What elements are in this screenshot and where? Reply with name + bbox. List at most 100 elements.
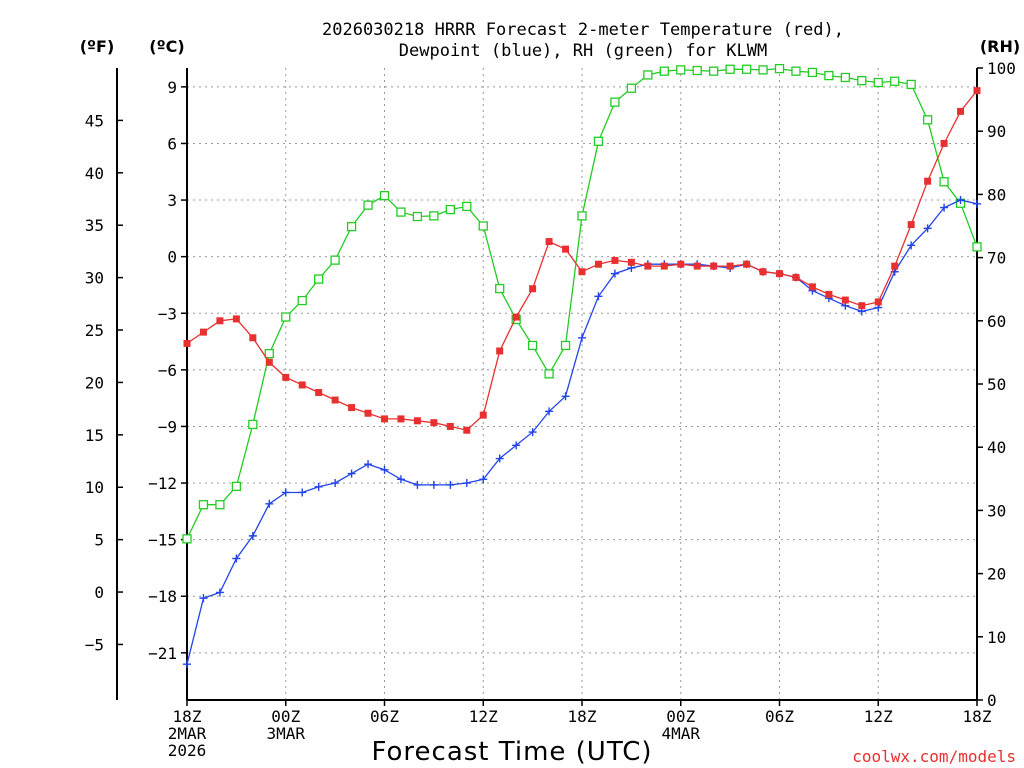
temperature-point: [924, 177, 932, 185]
rh-tick-label: 10: [987, 628, 1006, 647]
f-tick-label: 45: [85, 111, 104, 130]
c-tick-label: 0: [167, 248, 177, 267]
rh-point: [873, 77, 883, 88]
rh-point: [709, 66, 719, 76]
rh-point: [544, 369, 554, 379]
rh-point: [659, 66, 669, 76]
temperature-point: [397, 415, 405, 423]
dewpoint-point: [314, 482, 323, 491]
dewpoint-point: [973, 199, 981, 208]
x-tick-label: 12Z: [864, 707, 893, 726]
rh-point: [774, 63, 785, 74]
temperature-point: [644, 262, 652, 270]
rh-point: [972, 242, 982, 252]
rh-point: [462, 201, 472, 212]
temperature-point: [907, 221, 915, 229]
c-tick-label: −18: [148, 587, 177, 606]
rh-point: [741, 64, 752, 74]
temperature-point: [529, 285, 537, 293]
rh-tick-label: 70: [987, 249, 1006, 268]
temperature-point: [940, 139, 948, 147]
temperature-point: [825, 290, 833, 298]
temperature-point: [331, 396, 339, 404]
rh-point: [939, 177, 949, 187]
rh-point: [692, 65, 702, 76]
dewpoint-point: [446, 480, 455, 489]
temperature-point: [776, 270, 783, 278]
x-tick-label: 12Z: [469, 707, 498, 726]
rh-tick-label: 30: [987, 501, 1006, 520]
temperature-point: [364, 409, 372, 417]
dewpoint-point: [940, 203, 949, 212]
rh-point: [676, 65, 686, 75]
data-series: [182, 63, 982, 669]
dewpoint-point: [923, 224, 932, 233]
rh-point: [593, 136, 604, 146]
dewpoint-point: [561, 392, 570, 401]
rh-point: [264, 349, 274, 359]
dewpoint-point: [495, 454, 504, 463]
f-tick-label: −5: [85, 635, 104, 654]
dewpoint-point: [545, 407, 554, 416]
c-tick-label: −6: [158, 361, 177, 380]
x-tick-label: 18Z: [963, 707, 992, 726]
temperature-point: [232, 315, 240, 323]
rh-point: [610, 97, 620, 107]
rh-point: [577, 211, 587, 221]
rh-point: [445, 204, 455, 215]
temperature-point: [282, 373, 290, 381]
temperature-point: [199, 328, 207, 336]
rh-point: [643, 70, 653, 80]
rh-point: [297, 295, 307, 306]
temperature-point: [496, 347, 504, 355]
temperature-point: [348, 404, 356, 412]
c-tick-label: 3: [167, 191, 177, 210]
rh-point: [922, 115, 933, 125]
temperature-point: [249, 334, 257, 342]
temperature-point: [430, 419, 438, 427]
x-tick-label: 4MAR: [661, 724, 700, 743]
x-tick-label: 06Z: [765, 707, 794, 726]
rh-point: [791, 66, 801, 76]
temperature-point: [891, 262, 899, 270]
temperature-point: [381, 415, 388, 423]
rh-point: [429, 211, 439, 221]
temperature-point: [446, 422, 454, 430]
temperature-point: [413, 417, 421, 425]
temperature-point: [578, 268, 586, 276]
rh-tick-label: 40: [987, 438, 1006, 457]
c-tick-label: −9: [158, 417, 177, 436]
rh-tick-label: 100: [987, 59, 1016, 78]
rh-point: [396, 207, 406, 217]
rh-tick-label: 80: [987, 185, 1006, 204]
dewpoint-point: [479, 475, 488, 484]
temperature-point: [479, 411, 487, 419]
rh-tick-label: 0: [987, 691, 997, 710]
temperature-point: [463, 426, 471, 434]
dewpoint-point: [512, 441, 521, 450]
rh-point: [560, 340, 571, 351]
temperature-point: [841, 296, 849, 304]
x-axis-title: Forecast Time (UTC): [371, 737, 652, 767]
x-tick-label: 2MAR: [168, 724, 207, 743]
rh-point: [330, 255, 340, 265]
temperature-point: [677, 260, 685, 268]
f-tick-label: 25: [85, 321, 104, 340]
rh-point: [840, 72, 850, 83]
rh-point: [363, 200, 373, 210]
f-tick-label: 10: [85, 478, 104, 497]
rh-tick-label: 50: [987, 375, 1006, 394]
temperature-point: [710, 262, 718, 270]
dewpoint-point: [232, 554, 241, 563]
dewpoint-point: [907, 241, 916, 250]
rh-point: [890, 76, 900, 86]
dewpoint-point: [396, 475, 405, 484]
rh-point: [314, 274, 324, 284]
c-tick-label: −15: [148, 531, 177, 550]
rh-point: [626, 83, 637, 93]
temperature-point: [743, 260, 751, 268]
c-tick-label: −3: [158, 304, 177, 323]
fahrenheit-unit-label: (ºF): [80, 37, 115, 56]
dewpoint-point: [215, 588, 224, 597]
